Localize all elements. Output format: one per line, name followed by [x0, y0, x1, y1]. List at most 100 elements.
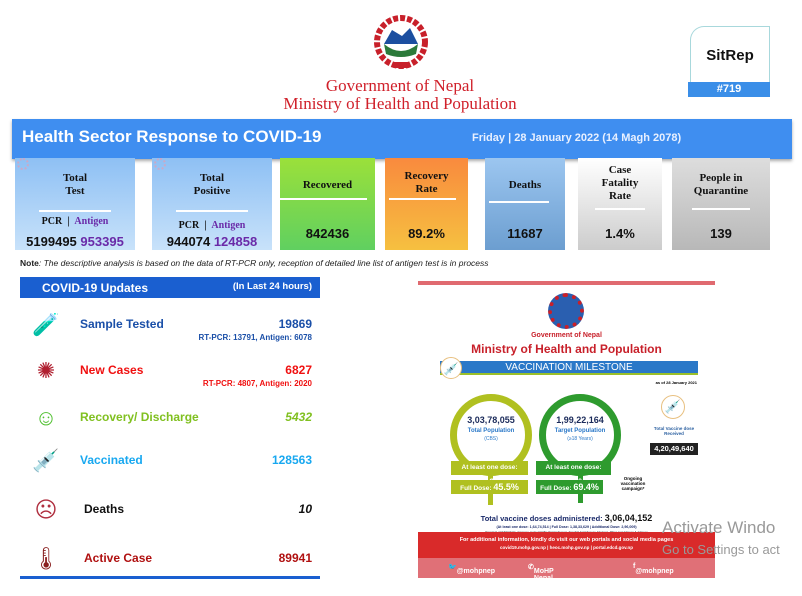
- card-title: Case: [608, 164, 632, 176]
- vac-title: VACCINATION MILESTONE: [505, 362, 633, 373]
- card-recovery-rate: Recovery Rate 89.2%: [385, 158, 468, 250]
- antigen-value: 953395: [80, 234, 124, 249]
- row-label: New Cases: [80, 363, 144, 377]
- row-value: 128563: [271, 453, 312, 467]
- dose-breakdown: (At least one dose: 1,64,74,514 | Full D…: [496, 525, 637, 529]
- twitter-link[interactable]: 🐦 @mohpnep: [448, 564, 496, 575]
- divider: [389, 198, 456, 200]
- card-title: Positive: [193, 185, 231, 197]
- total-full-dose: Full Dose: 45.5%: [451, 480, 528, 494]
- row-sub: RT-PCR: 13791, Antigen: 6078: [198, 333, 312, 342]
- row-label: Deaths: [84, 502, 125, 516]
- row-label: Recovery/ Discharge: [80, 410, 199, 424]
- row-value: 19869: [278, 317, 312, 331]
- social-bar: 🐦 @mohpnep ✆ MoHP Nepal COVID-19 f @mohp…: [418, 558, 715, 596]
- target-pop-sub: (≥18 Years): [567, 436, 593, 442]
- divider: [489, 201, 549, 203]
- info-footer: For additional information, kindly do vi…: [418, 532, 715, 558]
- target-pop-value: 1,99,22,164: [556, 415, 604, 425]
- row-sub: RT-PCR: 4807, Antigen: 2020: [202, 379, 312, 388]
- received-value: 4,20,49,640: [650, 443, 698, 455]
- deaths-value: 11687: [507, 226, 543, 241]
- divider: [280, 198, 368, 200]
- total-pop-label: Total Population: [467, 428, 515, 434]
- target-pop-label: Target Population: [554, 428, 606, 434]
- card-recovered: Recovered 842436: [280, 158, 375, 250]
- portal-links[interactable]: covid19.mohp.gov.np | heoc.mohp.gov.np |…: [499, 545, 634, 550]
- card-title: Fatality: [601, 177, 639, 189]
- facebook-link[interactable]: f @mohpnep: [633, 563, 674, 575]
- card-title: Total: [62, 172, 88, 184]
- administered-value: 3,06,04,152: [604, 513, 653, 523]
- card-title: Recovery: [404, 170, 449, 182]
- smile-icon: ☺: [34, 405, 58, 430]
- note-label: Note: [20, 258, 39, 268]
- pill-value: 69.4%: [573, 482, 599, 492]
- virus-icon: ✺: [36, 358, 56, 383]
- card-total-test: Total Test PCR | Antigen 5199495 953395: [15, 158, 135, 250]
- row-label: Vaccinated: [80, 453, 143, 467]
- antigen-label: Antigen: [211, 220, 246, 231]
- card-title: People in: [699, 172, 743, 184]
- card-title: Test: [65, 185, 85, 197]
- note-text: : The descriptive analysis is based on t…: [38, 258, 489, 268]
- vac-title-bar: VACCINATION MILESTONE: [440, 361, 698, 375]
- antigen-label: Antigen: [74, 216, 109, 227]
- banner-date: Friday | 28 January 2022 (14 Magh 2078): [472, 132, 682, 144]
- virus-icon: [17, 158, 29, 170]
- sitrep-badge: SitRep: [690, 26, 770, 84]
- divider: [39, 210, 111, 212]
- total-one-dose: At least one dose: 54.2%: [451, 461, 528, 487]
- card-title: Deaths: [508, 179, 542, 191]
- title-banner: Health Sector Response to COVID-19 Frida…: [12, 119, 792, 159]
- facebook-handle: @mohpnep: [635, 568, 674, 575]
- card-total-positive: Total Positive PCR | Antigen 944074 1248…: [152, 158, 272, 250]
- pcr-label: PCR: [41, 216, 63, 227]
- syringe-vial-icon: 💉: [661, 395, 685, 419]
- updates-title: COVID-19 Updates: [42, 281, 149, 295]
- info-text: For additional information, kindly do vi…: [459, 537, 674, 543]
- as-of-date: as of 28 January 2021: [655, 380, 697, 385]
- vac-ministry: Ministry of Health and Population: [471, 342, 662, 356]
- viber-link[interactable]: ✆ MoHP Nepal COVID-19: [528, 564, 559, 596]
- row-value: 10: [298, 502, 312, 516]
- pcr-value: 5199495: [26, 234, 77, 249]
- target-full-dose: Full Dose: 69.4%: [536, 480, 603, 494]
- viber-name: MoHP Nepal COVID-19: [533, 568, 559, 596]
- separator: |: [204, 220, 207, 231]
- pcr-label: PCR: [178, 220, 200, 231]
- updates-header: COVID-19 Updates (In Last 24 hours): [20, 277, 320, 298]
- activate-windows-hint: Go to Settings to act: [662, 542, 780, 557]
- nepal-emblem-logo: [372, 14, 430, 72]
- separator: |: [67, 216, 70, 227]
- administered-label: Total vaccine doses administered:: [480, 514, 603, 523]
- activate-windows-watermark: Activate Windo: [662, 518, 776, 537]
- thermometer-patient-icon: 🌡: [32, 546, 60, 571]
- total-pop-sub: (CBS): [484, 436, 498, 442]
- card-title: Rate: [415, 183, 438, 195]
- syringe-icon: 💉: [32, 448, 60, 473]
- total-pop-value: 3,03,78,055: [467, 415, 515, 425]
- card-quarantine: People in Quarantine 139: [672, 158, 770, 250]
- row-value: 5432: [285, 410, 312, 424]
- nepal-emblem-logo: [548, 293, 584, 329]
- row-label: Active Case: [84, 551, 153, 565]
- banner-title: Health Sector Response to COVID-19: [22, 127, 322, 146]
- test-tube-icon: 🧪: [32, 312, 60, 337]
- card-title: Recovered: [302, 179, 353, 191]
- target-one-dose: At least one dose: 82.7%: [536, 461, 611, 487]
- received-label: Total Vaccine dose Received: [653, 426, 695, 436]
- antigen-value: 124858: [213, 234, 258, 249]
- card-title: Rate: [609, 190, 631, 202]
- twitter-handle: @mohpnep: [456, 568, 496, 575]
- ministry-title: Ministry of Health and Population: [283, 94, 517, 113]
- pill-label: At least one dose:: [545, 464, 602, 471]
- divider: [594, 208, 646, 210]
- pill-value: 45.5%: [493, 482, 519, 492]
- recovered-value: 842436: [305, 226, 350, 241]
- pill-label: Full Dose:: [540, 485, 572, 492]
- virus-icon: [154, 158, 166, 170]
- card-deaths: Deaths 11687: [485, 158, 565, 250]
- row-value: 89941: [278, 551, 312, 565]
- divider: [691, 208, 751, 210]
